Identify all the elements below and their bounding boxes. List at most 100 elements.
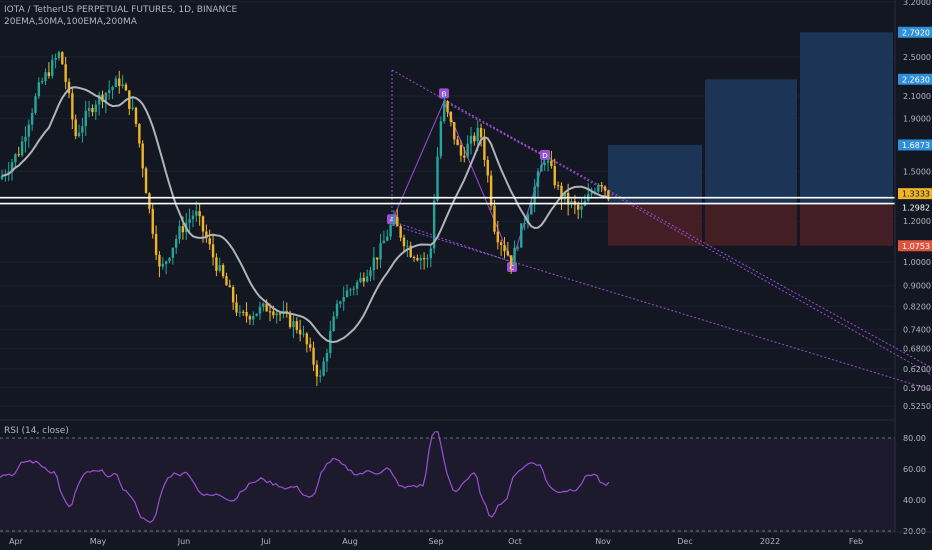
- pattern-label-a: A: [390, 216, 395, 224]
- candle-body: [335, 303, 339, 317]
- candle-body: [262, 303, 265, 307]
- candle-body: [225, 276, 228, 286]
- candle-body: [221, 265, 225, 277]
- candle-body: [560, 185, 563, 200]
- candle-body: [352, 288, 355, 290]
- candle-body: [399, 225, 402, 238]
- target-zone: [800, 32, 893, 204]
- rsi-tick: 80.00: [903, 434, 926, 443]
- price-tick: 0.6200: [903, 365, 931, 374]
- candle-body: [37, 82, 41, 97]
- price-tag: 1.2982: [902, 204, 930, 213]
- stop-zone: [800, 203, 893, 246]
- candle-body: [342, 297, 345, 302]
- candle-body: [496, 231, 499, 243]
- trend-line-bd-ext: [443, 99, 932, 369]
- rsi-tick: 60.00: [903, 465, 926, 474]
- candle-body: [84, 110, 87, 127]
- price-tag: 2.7920: [902, 28, 930, 37]
- target-zone: [705, 79, 797, 204]
- candle-body: [178, 226, 181, 240]
- candle-body: [577, 204, 580, 210]
- candle-body: [503, 244, 506, 252]
- price-tick: 0.9000: [903, 282, 931, 291]
- candle-body: [479, 127, 483, 138]
- candle-body: [526, 214, 530, 224]
- candle-body: [67, 81, 71, 94]
- candle-body: [201, 216, 205, 232]
- candle-body: [128, 90, 131, 109]
- candle-body: [530, 204, 533, 215]
- stop-zone: [705, 203, 797, 246]
- candle-body: [305, 333, 309, 345]
- candle-body: [151, 208, 154, 234]
- time-tick: Sep: [428, 537, 443, 546]
- candle-body: [161, 264, 164, 267]
- candle-body: [365, 276, 369, 282]
- candle-body: [486, 160, 489, 176]
- candle-body: [436, 156, 439, 201]
- candle-body: [597, 184, 600, 192]
- candle-body: [563, 192, 566, 200]
- price-tick: 3.2000: [903, 0, 931, 7]
- candle-body: [268, 311, 272, 313]
- candle-body: [322, 361, 325, 376]
- indicators-legend[interactable]: 20EMA,50MA,100EMA,200MA: [4, 17, 137, 27]
- candle-body: [463, 155, 466, 158]
- candle-body: [144, 168, 148, 194]
- candle-body: [382, 240, 386, 244]
- horizontal-levels[interactable]: [0, 196, 895, 205]
- candle-body: [372, 257, 376, 271]
- price-tick: 1.2000: [903, 217, 931, 226]
- candle-body: [369, 270, 372, 277]
- candle-body: [195, 211, 198, 216]
- candle-body: [57, 52, 61, 59]
- candle-body: [402, 237, 406, 247]
- candle-body: [466, 143, 469, 158]
- candle-body: [10, 162, 14, 172]
- time-tick: Aug: [342, 537, 358, 546]
- candle-body: [148, 193, 151, 209]
- candle-body: [553, 166, 556, 186]
- candle-body: [359, 277, 362, 283]
- candle-body: [429, 248, 432, 259]
- price-tick: 1.9000: [903, 114, 931, 123]
- time-tick: Oct: [508, 537, 522, 546]
- candle-body: [188, 219, 191, 223]
- candle-body: [409, 245, 412, 258]
- price-tick: 2.5000: [903, 53, 931, 62]
- candle-body: [446, 101, 449, 112]
- price-tick: 0.8200: [903, 302, 931, 311]
- candle-body: [580, 205, 583, 210]
- candlestick-series: [0, 50, 610, 386]
- candle-body: [208, 238, 211, 245]
- time-tick: Apr: [9, 537, 24, 546]
- candle-body: [248, 316, 252, 320]
- rsi-tick: 40.00: [903, 496, 926, 505]
- candle-body: [64, 64, 67, 82]
- candle-body: [339, 301, 342, 304]
- symbol-title[interactable]: IOTA / TetherUS PERPETUAL FUTURES, 1D, B…: [4, 5, 238, 15]
- moving-average-line: [1, 86, 609, 344]
- rsi-legend[interactable]: RSI (14, close): [4, 426, 69, 436]
- price-tag-bg: [898, 202, 932, 214]
- candle-body: [543, 162, 546, 166]
- pattern-label-c: C: [510, 264, 515, 272]
- pattern-label-d: D: [542, 152, 547, 160]
- candle-body: [493, 205, 496, 232]
- candle-body: [211, 244, 215, 258]
- candle-body: [295, 321, 298, 330]
- time-tick: Feb: [849, 537, 863, 546]
- price-tag: 1.3333: [902, 190, 930, 199]
- candle-body: [345, 290, 349, 298]
- candle-body: [30, 112, 34, 125]
- candle-body: [510, 255, 513, 266]
- candle-body: [14, 154, 17, 163]
- candle-body: [426, 258, 429, 260]
- candle-body: [406, 245, 409, 247]
- time-tick: 2022: [760, 537, 780, 546]
- price-tag-bg: [898, 188, 932, 200]
- candle-body: [41, 81, 44, 83]
- candle-body: [215, 257, 218, 271]
